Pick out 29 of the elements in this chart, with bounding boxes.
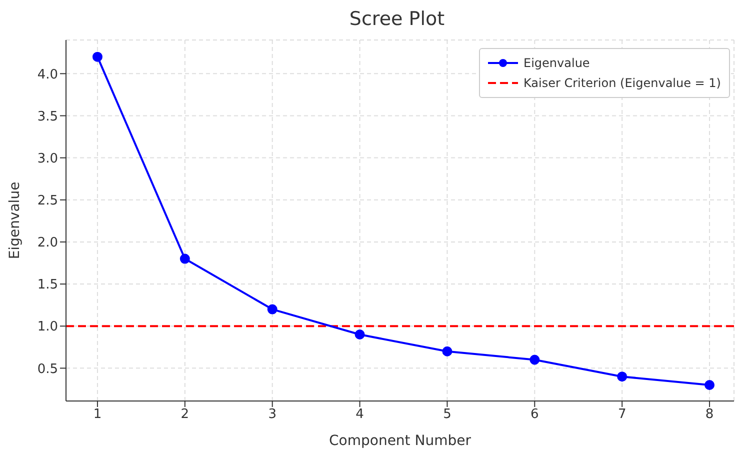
legend-label: Eigenvalue bbox=[524, 55, 590, 72]
y-tick-label: 4.0 bbox=[37, 67, 58, 82]
point bbox=[704, 380, 715, 390]
y-tick-label: 2.0 bbox=[37, 236, 58, 251]
y-tick-label: 3.0 bbox=[37, 151, 58, 166]
point bbox=[354, 330, 365, 340]
x-tick-label: 3 bbox=[268, 407, 276, 422]
y-tick-label: 1.5 bbox=[37, 278, 58, 293]
x-tick-label: 7 bbox=[618, 407, 626, 422]
x-tick-label: 8 bbox=[705, 407, 714, 422]
x-tick-label: 1 bbox=[93, 407, 102, 422]
legend-label: Kaiser Criterion (Eigenvalue = 1) bbox=[524, 75, 721, 92]
x-tick-label: 6 bbox=[530, 407, 539, 422]
point bbox=[617, 372, 628, 382]
point bbox=[267, 304, 278, 314]
point bbox=[92, 52, 102, 62]
x-tick-label: 2 bbox=[180, 407, 190, 422]
x-tick-label: 4 bbox=[356, 407, 364, 422]
point bbox=[180, 254, 190, 264]
point bbox=[530, 354, 540, 365]
y-tick-label: 0.5 bbox=[37, 362, 58, 377]
point bbox=[442, 346, 452, 356]
y-tick-label: 2.5 bbox=[37, 194, 58, 208]
y-tick-label: 3.5 bbox=[37, 109, 58, 124]
y-tick-label: 1.0 bbox=[37, 320, 58, 335]
x-tick-label: 5 bbox=[443, 407, 452, 422]
y-axis-title: Eigenvalue bbox=[6, 182, 23, 260]
x-axis-title: Component Number bbox=[329, 433, 472, 449]
chart-title: Scree Plot bbox=[348, 8, 446, 32]
